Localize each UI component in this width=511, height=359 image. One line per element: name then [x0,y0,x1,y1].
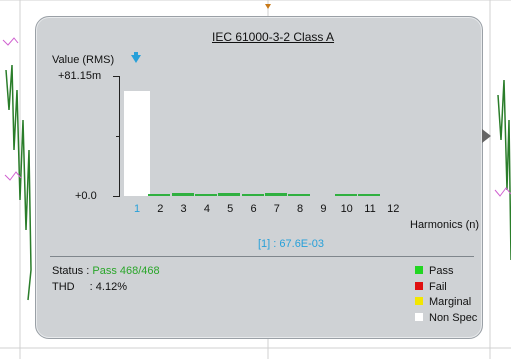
legend-item-marginal: Marginal [415,296,471,308]
x-tick-label-2: 2 [157,203,164,215]
bar-harmonic-4[interactable] [194,194,217,196]
bar-harmonic-5[interactable] [218,193,241,196]
x-tick-label-4: 4 [203,203,210,215]
x-tick-label-9: 9 [320,203,327,215]
legend-item-pass: Pass [415,265,453,277]
legend-swatch [415,297,423,305]
bar-harmonic-7[interactable] [264,193,287,196]
cursor-readout: [1] : 67.6E-03 [258,238,325,250]
legend-item-fail: Fail [415,281,447,293]
x-tick-label-11: 11 [364,203,376,215]
bar-harmonic-10[interactable] [334,194,357,196]
bar-harmonic-8[interactable] [288,194,311,196]
status-label: Status : [52,265,90,277]
y-axis-label: Value (RMS) [52,54,115,66]
status-line: Status : Pass 468/468 [52,265,160,277]
thd-label: THD [52,281,75,293]
chart-title: IEC 61000-3-2 Class A [212,30,335,44]
x-tick-label-1: 1 [133,203,141,215]
chevron-right-icon[interactable] [482,129,491,143]
bar-harmonic-2[interactable] [148,194,171,196]
y-tick-mid [116,136,120,137]
x-tick-label-5: 5 [227,203,234,215]
legend-swatch [415,312,423,321]
legend-label: Fail [429,280,447,293]
x-tick-label-7: 7 [273,203,280,215]
x-tick-label-10: 10 [340,203,353,215]
divider [50,256,474,257]
status-value: Pass 468/468 [92,265,160,277]
harmonics-panel [35,16,483,339]
y-tick-max [113,76,120,77]
x-tick-label-3: 3 [180,203,187,215]
y-max-label: +81.15m [58,70,102,82]
x-tick-label-8: 8 [297,203,304,215]
thd-line: THD : 4.12% [52,281,127,293]
bar-harmonic-1[interactable] [124,91,150,196]
legend-label: Non Spec [429,311,478,324]
legend-item-non-spec: Non Spec [415,312,477,324]
bar-harmonic-3[interactable] [171,193,194,196]
x-tick-label-6: 6 [250,203,257,215]
down-arrow-marker-tip [131,55,141,63]
y-zero-label: +0.0 [75,190,97,202]
y-tick-zero [113,196,120,197]
thd-value: : 4.12% [89,281,127,293]
bar-harmonic-6[interactable] [241,194,264,196]
legend-label: Pass [429,265,454,277]
x-tick-label-12: 12 [387,203,400,215]
legend-swatch [415,266,423,274]
legend-label: Marginal [429,296,472,308]
bar-harmonic-11[interactable] [358,194,380,196]
legend-swatch [415,281,423,290]
x-axis-label: Harmonics (n) [410,219,480,231]
down-arrow-marker-icon [134,52,138,56]
